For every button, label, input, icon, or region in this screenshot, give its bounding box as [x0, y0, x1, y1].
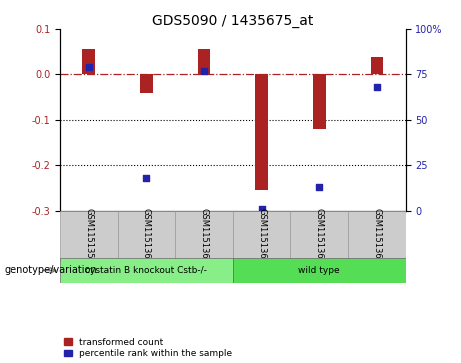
Bar	[290, 211, 348, 261]
Text: GSM1151361: GSM1151361	[200, 208, 208, 264]
Text: wild type: wild type	[298, 266, 340, 275]
Point	[142, 175, 150, 181]
Text: genotype/variation: genotype/variation	[5, 265, 97, 276]
Text: GSM1151359: GSM1151359	[84, 208, 93, 264]
Text: GSM1151363: GSM1151363	[315, 208, 324, 264]
Bar	[83, 49, 95, 74]
Text: GSM1151360: GSM1151360	[142, 208, 151, 264]
Bar	[198, 49, 210, 74]
Bar	[60, 211, 118, 261]
Bar	[118, 211, 175, 261]
Text: GSM1151364: GSM1151364	[372, 208, 381, 264]
Bar	[348, 211, 406, 261]
Text: GSM1151362: GSM1151362	[257, 208, 266, 264]
Point	[373, 84, 381, 90]
Bar	[233, 258, 406, 283]
Bar	[233, 211, 290, 261]
Title: GDS5090 / 1435675_at: GDS5090 / 1435675_at	[152, 14, 313, 28]
Text: cystatin B knockout Cstb-/-: cystatin B knockout Cstb-/-	[85, 266, 207, 275]
Bar	[313, 74, 325, 129]
Point	[200, 68, 207, 74]
Bar	[175, 211, 233, 261]
Point	[258, 206, 266, 212]
Bar	[255, 74, 268, 190]
Bar	[140, 74, 153, 93]
Bar	[371, 57, 383, 74]
Legend: transformed count, percentile rank within the sample: transformed count, percentile rank withi…	[65, 338, 232, 359]
Point	[85, 64, 92, 70]
Point	[315, 184, 323, 190]
Bar	[60, 258, 233, 283]
